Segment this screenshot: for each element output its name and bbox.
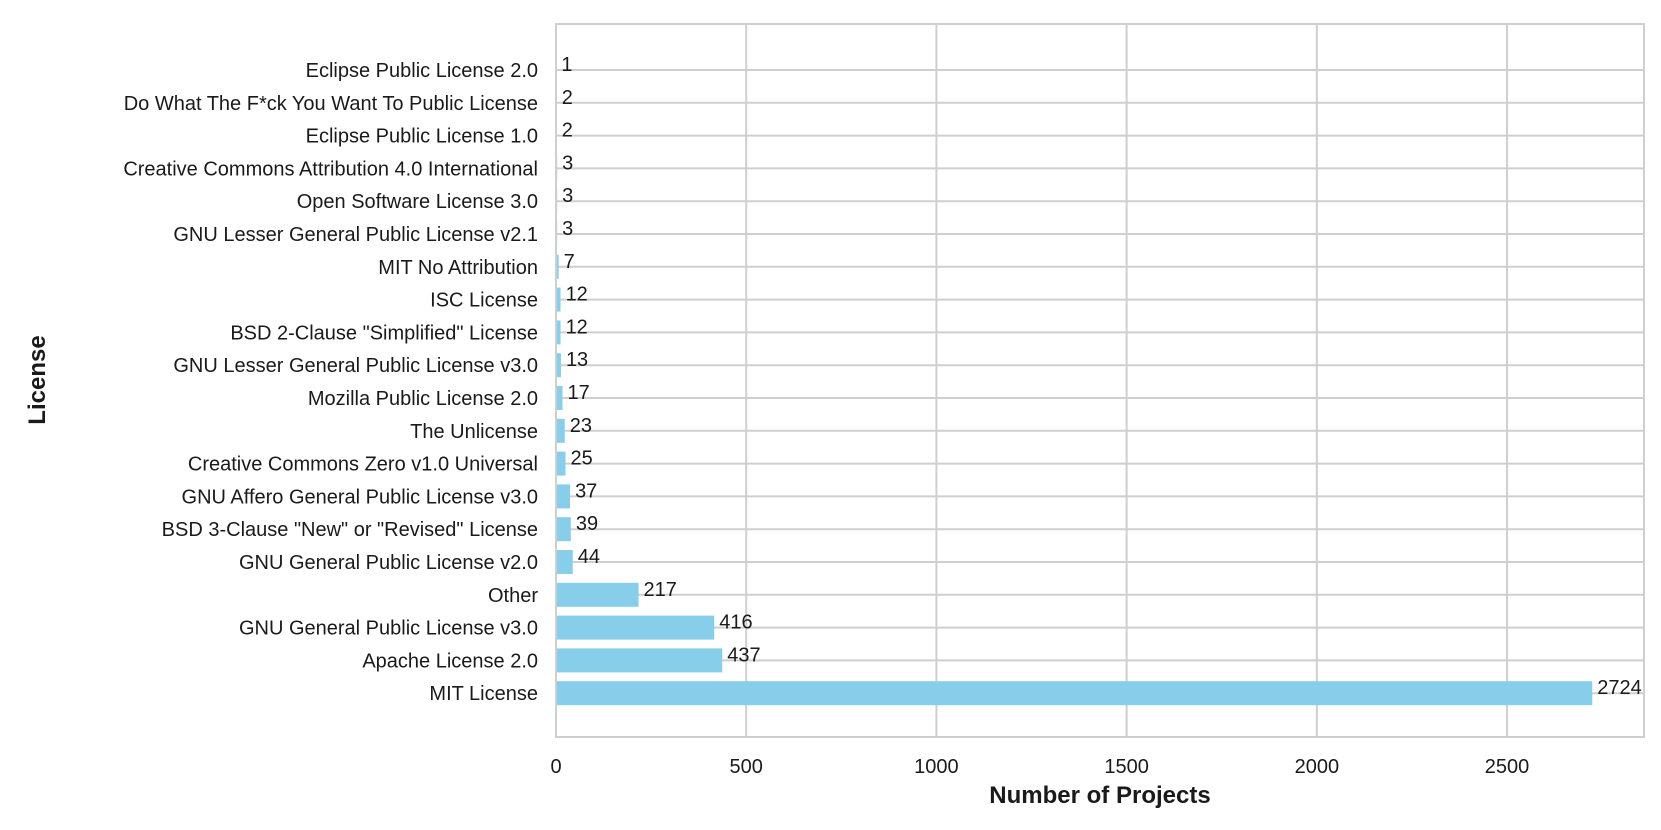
bar-value-label: 12 xyxy=(566,284,588,306)
x-axis-title: Number of Projects xyxy=(989,782,1210,809)
bar-value-label: 44 xyxy=(578,546,600,568)
bar xyxy=(556,648,723,673)
plot-frame xyxy=(555,23,1645,738)
y-tick-label: Apache License 2.0 xyxy=(362,650,538,672)
bar-value-label: 2 xyxy=(562,87,573,109)
bar xyxy=(556,582,639,607)
y-tick-label: Mozilla Public License 2.0 xyxy=(308,388,538,410)
y-tick-label: GNU General Public License v2.0 xyxy=(239,552,538,574)
bar-value-label: 2 xyxy=(562,120,573,142)
y-tick-label: MIT No Attribution xyxy=(378,257,538,279)
y-tick-label: ISC License xyxy=(430,290,538,312)
y-axis-title: License xyxy=(24,335,51,424)
y-tick-label: BSD 3-Clause "New" or "Revised" License xyxy=(162,519,538,541)
bar xyxy=(556,353,561,378)
y-tick-label: Eclipse Public License 2.0 xyxy=(306,60,538,82)
bar-value-label: 25 xyxy=(571,448,593,470)
bar-value-label: 217 xyxy=(644,579,677,601)
x-tick-label: 2500 xyxy=(1485,756,1530,778)
grid-layer xyxy=(555,24,1644,737)
bar xyxy=(556,484,571,509)
x-tick-label: 500 xyxy=(730,756,763,778)
y-tick-label: BSD 2-Clause "Simplified" License xyxy=(230,322,538,344)
bar-value-label: 12 xyxy=(566,316,588,338)
bar-value-label: 3 xyxy=(562,152,573,174)
y-tick-label: The Unlicense xyxy=(410,421,538,443)
y-tick-label: GNU Lesser General Public License v3.0 xyxy=(173,355,538,377)
x-tick-label: 0 xyxy=(550,756,561,778)
bar-value-label: 3 xyxy=(562,218,573,240)
label-layer: 0 500 1000 1500 2000 2500 Eclipse Public Licen… xyxy=(123,54,1641,778)
bar xyxy=(556,615,715,640)
bar-value-label: 416 xyxy=(719,612,752,634)
y-tick-label: Eclipse Public License 1.0 xyxy=(306,126,538,148)
y-tick-label: GNU General Public License v3.0 xyxy=(239,618,538,640)
x-tick-label: 1000 xyxy=(914,756,959,778)
bar xyxy=(556,386,563,410)
bar-value-label: 37 xyxy=(575,480,597,502)
bar xyxy=(556,418,565,443)
bar-value-label: 2724 xyxy=(1597,677,1642,699)
bar-value-label: 437 xyxy=(727,644,760,666)
y-tick-label: GNU Lesser General Public License v2.1 xyxy=(173,224,538,246)
bar-value-label: 1 xyxy=(561,54,572,76)
bar-value-label: 23 xyxy=(570,415,592,437)
bar xyxy=(556,550,573,574)
y-tick-label: Do What The F*ck You Want To Public Lice… xyxy=(124,93,538,115)
bar-layer xyxy=(556,58,1593,706)
bar-value-label: 39 xyxy=(576,513,598,535)
bar xyxy=(556,451,566,476)
bar xyxy=(556,681,1593,706)
y-tick-label: MIT License xyxy=(429,683,538,705)
y-tick-label: Creative Commons Attribution 4.0 Interna… xyxy=(123,158,538,180)
bar-value-label: 13 xyxy=(566,349,588,371)
y-tick-label: Open Software License 3.0 xyxy=(297,191,538,213)
bar-value-label: 3 xyxy=(562,185,573,207)
bar xyxy=(556,320,561,345)
y-tick-label: GNU Affero General Public License v3.0 xyxy=(182,486,538,508)
bar xyxy=(556,287,561,312)
bar xyxy=(556,254,559,279)
x-tick-label: 1500 xyxy=(1104,756,1149,778)
y-tick-label: Creative Commons Zero v1.0 Universal xyxy=(188,454,538,476)
bar-value-label: 17 xyxy=(567,382,589,404)
y-tick-label: Other xyxy=(488,585,538,607)
bar-value-label: 7 xyxy=(564,251,575,273)
bar xyxy=(556,517,571,542)
x-tick-label: 2000 xyxy=(1295,756,1340,778)
